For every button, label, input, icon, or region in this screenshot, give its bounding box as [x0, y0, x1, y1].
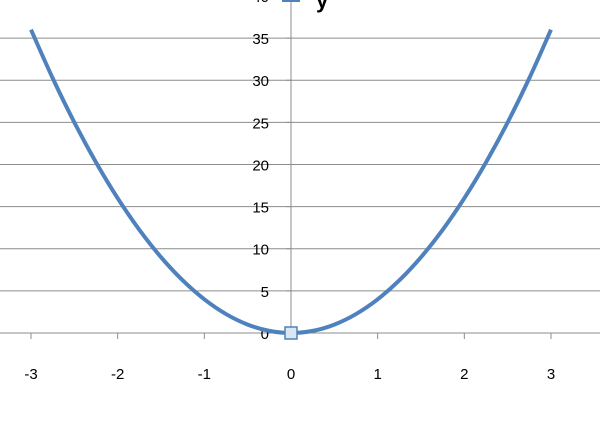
y-tick-label: 20	[252, 157, 269, 174]
x-tick-label: -3	[24, 366, 37, 383]
y-tick-label: 30	[252, 73, 269, 90]
x-tick-label: 0	[287, 366, 295, 383]
y-tick-label: 10	[252, 242, 269, 259]
y-tick-label: 35	[252, 31, 269, 48]
legend-label: y	[316, 0, 329, 13]
y-tick-label: 5	[261, 284, 269, 301]
x-tick-label: -2	[111, 366, 124, 383]
x-tick-label: 3	[547, 366, 555, 383]
y-tick-label: 25	[252, 115, 269, 132]
x-tick-label: -1	[198, 366, 211, 383]
x-tick-label: 2	[460, 366, 468, 383]
y-tick-label: 15	[252, 200, 269, 217]
y-tick-label: 0	[261, 326, 269, 343]
x-tick-label: 1	[373, 366, 381, 383]
y-tick-label: 40	[252, 0, 269, 6]
point-marker	[284, 326, 298, 340]
